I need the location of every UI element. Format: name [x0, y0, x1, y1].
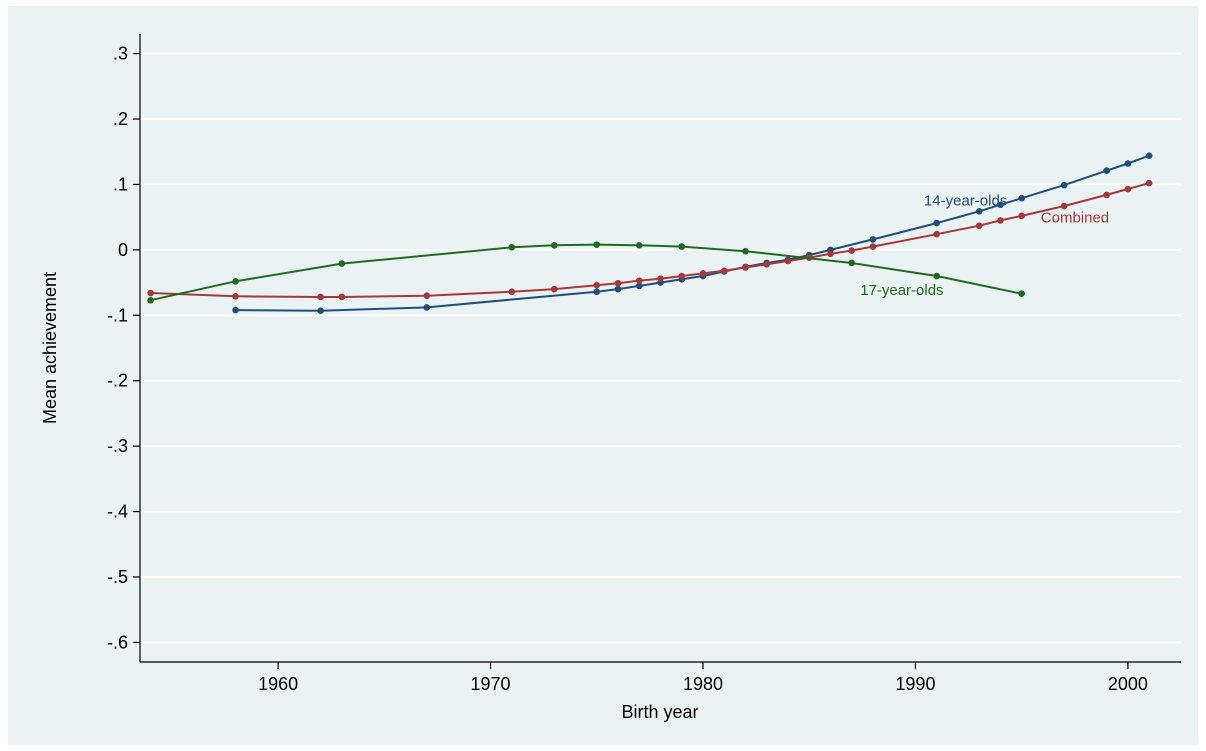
x-tick-label: 2000	[1108, 674, 1148, 694]
y-axis-title: Mean achievement	[40, 272, 60, 424]
series-marker	[869, 236, 877, 243]
series-marker	[827, 250, 834, 258]
series-marker	[742, 247, 749, 255]
series-marker	[635, 282, 643, 290]
series-marker	[232, 306, 239, 314]
series-marker	[678, 243, 686, 250]
y-tick-label: -.4	[107, 502, 128, 522]
series-marker	[423, 304, 431, 311]
series-marker	[147, 289, 154, 297]
series-marker	[997, 201, 1004, 209]
series-line	[235, 154, 1150, 312]
series-marker	[933, 272, 940, 280]
line-chart: .3 .2 .1 0 -.1 -.2 -.3 -.4 -.5 -.6 1960 1970 1980 199…	[40, 34, 1181, 722]
series-marker	[593, 288, 601, 296]
series-line	[150, 243, 1022, 302]
series-marker	[317, 307, 324, 315]
y-tick-label: -.5	[107, 567, 128, 587]
series-marker	[784, 257, 792, 265]
series-marker	[1124, 185, 1132, 193]
series-marker	[614, 285, 622, 293]
x-tick-label: 1990	[895, 674, 935, 694]
series-marker	[1018, 290, 1025, 298]
series-marker	[975, 222, 983, 229]
x-tick-label: 1970	[471, 674, 511, 694]
series-marker	[848, 247, 856, 254]
series-marker	[423, 292, 431, 299]
series-marker	[763, 260, 771, 268]
series-marker	[593, 241, 601, 248]
y-tick-label: .2	[113, 109, 128, 129]
series-marker	[933, 219, 940, 227]
series-marker	[975, 207, 983, 215]
series-marker	[1103, 191, 1110, 199]
y-tick-label: -.2	[107, 371, 128, 391]
series-marker	[848, 259, 856, 267]
series-marker	[1060, 202, 1068, 210]
series-marker	[508, 243, 516, 251]
series-marker	[508, 288, 516, 296]
series-label: 17-year-olds	[860, 282, 943, 299]
series-label: 14-year-olds	[924, 192, 1007, 209]
series-marker	[933, 230, 940, 238]
series-marker	[635, 277, 643, 284]
series-marker	[338, 293, 346, 301]
series-marker	[1018, 212, 1025, 220]
series-marker	[593, 281, 601, 289]
series-marker	[657, 275, 664, 282]
y-tick-label: -.6	[107, 632, 128, 652]
series-marker	[232, 293, 239, 300]
series-marker	[550, 241, 558, 249]
series-marker	[869, 243, 877, 250]
series-marker	[338, 260, 346, 267]
y-tick-label: .1	[113, 174, 128, 194]
series-marker	[232, 277, 239, 285]
y-tick-label: -.1	[107, 305, 128, 325]
series-marker	[1145, 179, 1153, 187]
y-tick-label: 0	[118, 240, 128, 260]
series-marker	[550, 285, 558, 293]
series-marker	[614, 279, 622, 287]
y-tick-label: -.3	[107, 436, 128, 456]
y-tick-label: .3	[113, 44, 128, 64]
series-marker	[720, 267, 728, 275]
series-marker	[1060, 181, 1068, 189]
series-marker	[1145, 152, 1153, 159]
series-marker	[997, 217, 1004, 224]
series-marker	[1124, 160, 1132, 167]
series-marker	[678, 272, 686, 280]
series-marker	[635, 241, 643, 249]
series-marker	[147, 296, 154, 304]
series-marker	[742, 264, 749, 271]
series-marker	[1018, 194, 1025, 202]
series-marker	[699, 270, 707, 277]
series-marker	[1103, 167, 1110, 175]
x-tick-label: 1960	[258, 674, 298, 694]
series-label: Combined	[1041, 209, 1109, 226]
series-marker	[317, 293, 324, 301]
plot-area	[140, 34, 1181, 662]
x-tick-label: 1980	[683, 674, 723, 694]
chart-frame: .3 .2 .1 0 -.1 -.2 -.3 -.4 -.5 -.6 1960 1970 1980 199…	[8, 6, 1198, 745]
x-axis-title: Birth year	[621, 702, 698, 722]
